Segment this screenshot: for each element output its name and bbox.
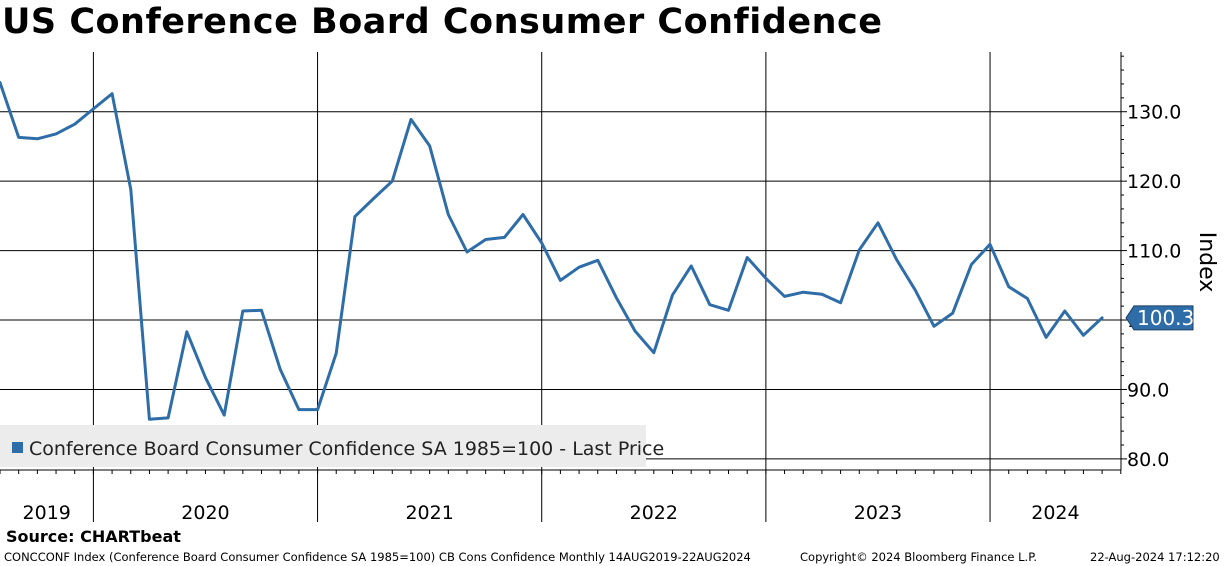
data-point [241, 310, 244, 313]
data-point [73, 123, 76, 126]
data-point [410, 118, 413, 121]
data-point [148, 418, 151, 421]
x-year-labels: 2019 2020 2021 2022 2023 2024 [23, 502, 1080, 524]
legend-label: Conference Board Consumer Confidence SA … [29, 438, 664, 460]
footer-timestamp: 22-Aug-2024 17:12:20 [1090, 550, 1220, 564]
data-point [372, 197, 375, 200]
data-point [279, 368, 282, 371]
data-point [578, 266, 581, 269]
data-point [820, 293, 823, 296]
data-point [1101, 316, 1104, 319]
footer-copyright: Copyright© 2024 Bloomberg Finance L.P. [800, 550, 1037, 564]
data-point [1063, 310, 1066, 313]
x-year-label: 2024 [1031, 502, 1079, 524]
last-price-label: 100.3 [1137, 306, 1194, 330]
x-year-label: 2020 [181, 502, 229, 524]
data-point [17, 136, 20, 139]
data-point [783, 295, 786, 298]
data-point [522, 213, 525, 216]
source-note: Source: CHARTbeat [6, 527, 181, 546]
data-point [708, 303, 711, 306]
data-point [204, 376, 207, 379]
y-tick-label: 130.0 [1127, 102, 1181, 124]
data-point [858, 248, 861, 251]
data-point [335, 352, 338, 355]
data-point [484, 238, 487, 241]
data-point [914, 289, 917, 292]
chart-title: US Conference Board Consumer Confidence [2, 2, 883, 42]
data-point [764, 277, 767, 280]
x-year-label: 2021 [405, 502, 453, 524]
data-point [652, 351, 655, 354]
data-point [634, 330, 637, 333]
data-point [746, 256, 749, 259]
data-point [55, 132, 58, 135]
data-point [802, 291, 805, 294]
data-point [428, 144, 431, 147]
data-point [447, 213, 450, 216]
horizontal-gridlines [0, 55, 1127, 460]
data-point [167, 416, 170, 419]
data-point [951, 312, 954, 315]
data-point [1045, 336, 1048, 339]
legend: Conference Board Consumer Confidence SA … [0, 425, 664, 467]
data-point [596, 259, 599, 262]
data-point [185, 330, 188, 333]
data-point [223, 414, 226, 417]
x-year-label: 2022 [630, 502, 678, 524]
data-point [1007, 285, 1010, 288]
data-point [615, 296, 618, 299]
footer-ticker-description: CONCCONF Index (Conference Board Consume… [4, 550, 751, 564]
data-point [503, 236, 506, 239]
data-point [690, 264, 693, 267]
y-tick-label: 90.0 [1127, 379, 1169, 401]
data-point [559, 279, 562, 282]
y-tick-label: 110.0 [1127, 241, 1181, 263]
last-price-marker: 100.3 [1125, 305, 1194, 331]
data-point [297, 408, 300, 411]
data-point [1082, 334, 1085, 337]
data-point [92, 107, 95, 110]
data-point [933, 325, 936, 328]
data-point [970, 263, 973, 266]
last-price-marker-shape [1125, 305, 1194, 331]
data-point [1026, 297, 1029, 300]
data-point [36, 137, 39, 140]
data-point [260, 309, 263, 312]
y-tick-label: 120.0 [1127, 171, 1181, 193]
data-point [877, 221, 880, 224]
axis-ticks [0, 469, 1122, 474]
y-tick-label: 80.0 [1127, 449, 1169, 471]
y-axis-label: Index [1194, 232, 1219, 293]
series-line [0, 81, 1104, 421]
data-point [727, 309, 730, 312]
data-point [540, 241, 543, 244]
data-point [989, 243, 992, 246]
legend-background [0, 425, 646, 467]
legend-swatch [12, 442, 23, 453]
data-point [671, 294, 674, 297]
data-point [895, 258, 898, 261]
data-point [111, 92, 114, 95]
data-point [466, 251, 469, 254]
data-point [353, 215, 356, 218]
data-point [391, 180, 394, 183]
data-point [839, 301, 842, 304]
data-point [316, 408, 319, 411]
x-year-label: 2023 [854, 502, 902, 524]
x-year-label: 2019 [23, 502, 71, 524]
data-point [129, 188, 132, 191]
